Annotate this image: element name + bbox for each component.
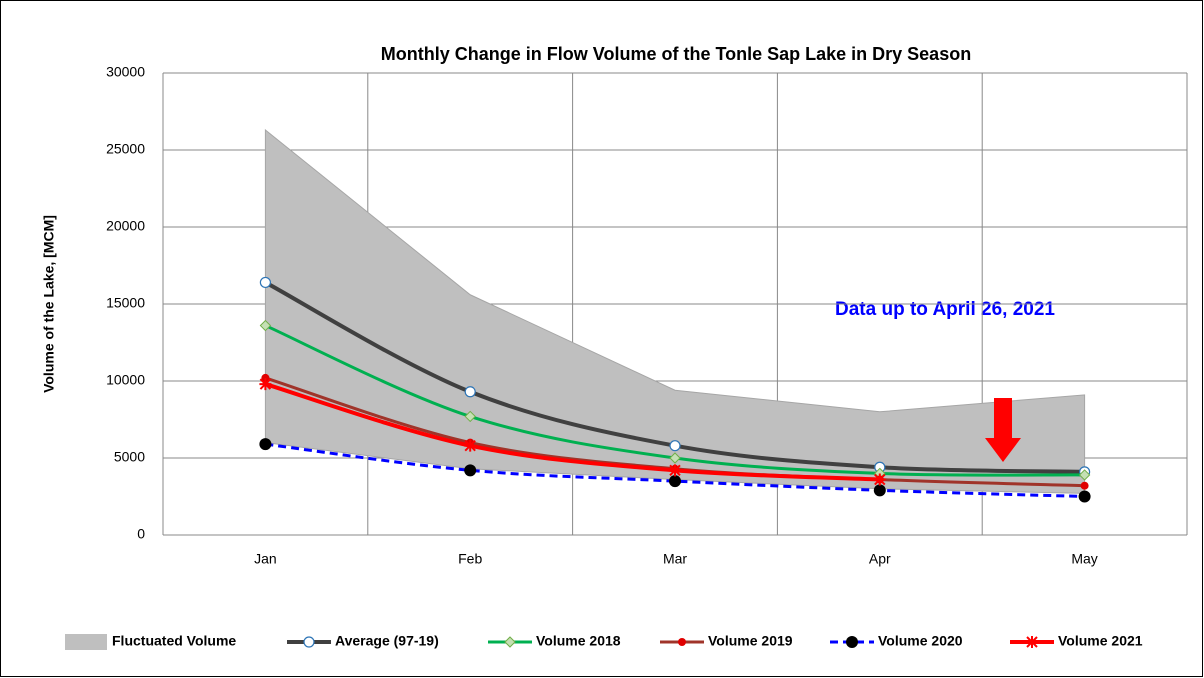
marker bbox=[873, 484, 886, 497]
marker bbox=[259, 319, 272, 332]
marker bbox=[303, 636, 315, 648]
marker bbox=[678, 638, 686, 646]
marker bbox=[464, 410, 476, 423]
marker bbox=[464, 464, 477, 477]
y-tick-label: 30000 bbox=[106, 64, 145, 80]
x-tick-label: Apr bbox=[869, 551, 891, 567]
series-line bbox=[264, 382, 880, 482]
y-tick-label: 20000 bbox=[106, 218, 145, 234]
arrow bbox=[985, 398, 1021, 462]
marker bbox=[669, 440, 681, 452]
marker bbox=[464, 439, 477, 452]
marker bbox=[669, 452, 681, 464]
marker bbox=[259, 276, 271, 289]
x-tick-label: Mar bbox=[663, 551, 687, 567]
x-tick-label: Feb bbox=[458, 551, 482, 567]
marker bbox=[1080, 481, 1089, 490]
y-tick-label: 0 bbox=[137, 526, 145, 542]
marker bbox=[261, 373, 270, 382]
y-tick-label: 10000 bbox=[106, 372, 145, 388]
legend-label: Volume 2021 bbox=[1058, 633, 1143, 649]
legend-label: Average (97-19) bbox=[335, 633, 439, 649]
chart-title: Monthly Change in Flow Volume of the Ton… bbox=[381, 44, 971, 64]
marker bbox=[259, 378, 272, 391]
marker bbox=[873, 473, 886, 486]
marker bbox=[1026, 636, 1038, 648]
plot: 0 5000 10000 15000 20000 25000 30000 Jan Feb Mar A… bbox=[65, 64, 1188, 650]
marker bbox=[846, 636, 858, 648]
legend-label: Volume 2020 bbox=[878, 633, 963, 649]
x-tick-label: Jan bbox=[254, 551, 277, 567]
legend-label: Volume 2019 bbox=[708, 633, 793, 649]
marker bbox=[1078, 490, 1091, 503]
marker bbox=[464, 386, 476, 398]
marker bbox=[1078, 469, 1091, 481]
y-axis-label: Volume of the Lake, [MCM] bbox=[41, 215, 57, 393]
y-tick-label: 25000 bbox=[106, 141, 145, 157]
marker bbox=[669, 475, 681, 488]
annotation: Data up to April 26, 2021 bbox=[835, 299, 1055, 320]
series-line bbox=[265, 442, 1085, 498]
legend-label: Volume 2018 bbox=[536, 633, 621, 649]
x-tick-label: May bbox=[1071, 551, 1097, 567]
marker bbox=[504, 636, 516, 648]
y-tick-label: 15000 bbox=[106, 295, 145, 311]
legend-swatch bbox=[65, 634, 107, 650]
marker bbox=[259, 438, 272, 451]
marker bbox=[669, 464, 681, 477]
y-tick-label: 5000 bbox=[114, 449, 145, 465]
legend-label: Fluctuated Volume bbox=[112, 633, 236, 649]
